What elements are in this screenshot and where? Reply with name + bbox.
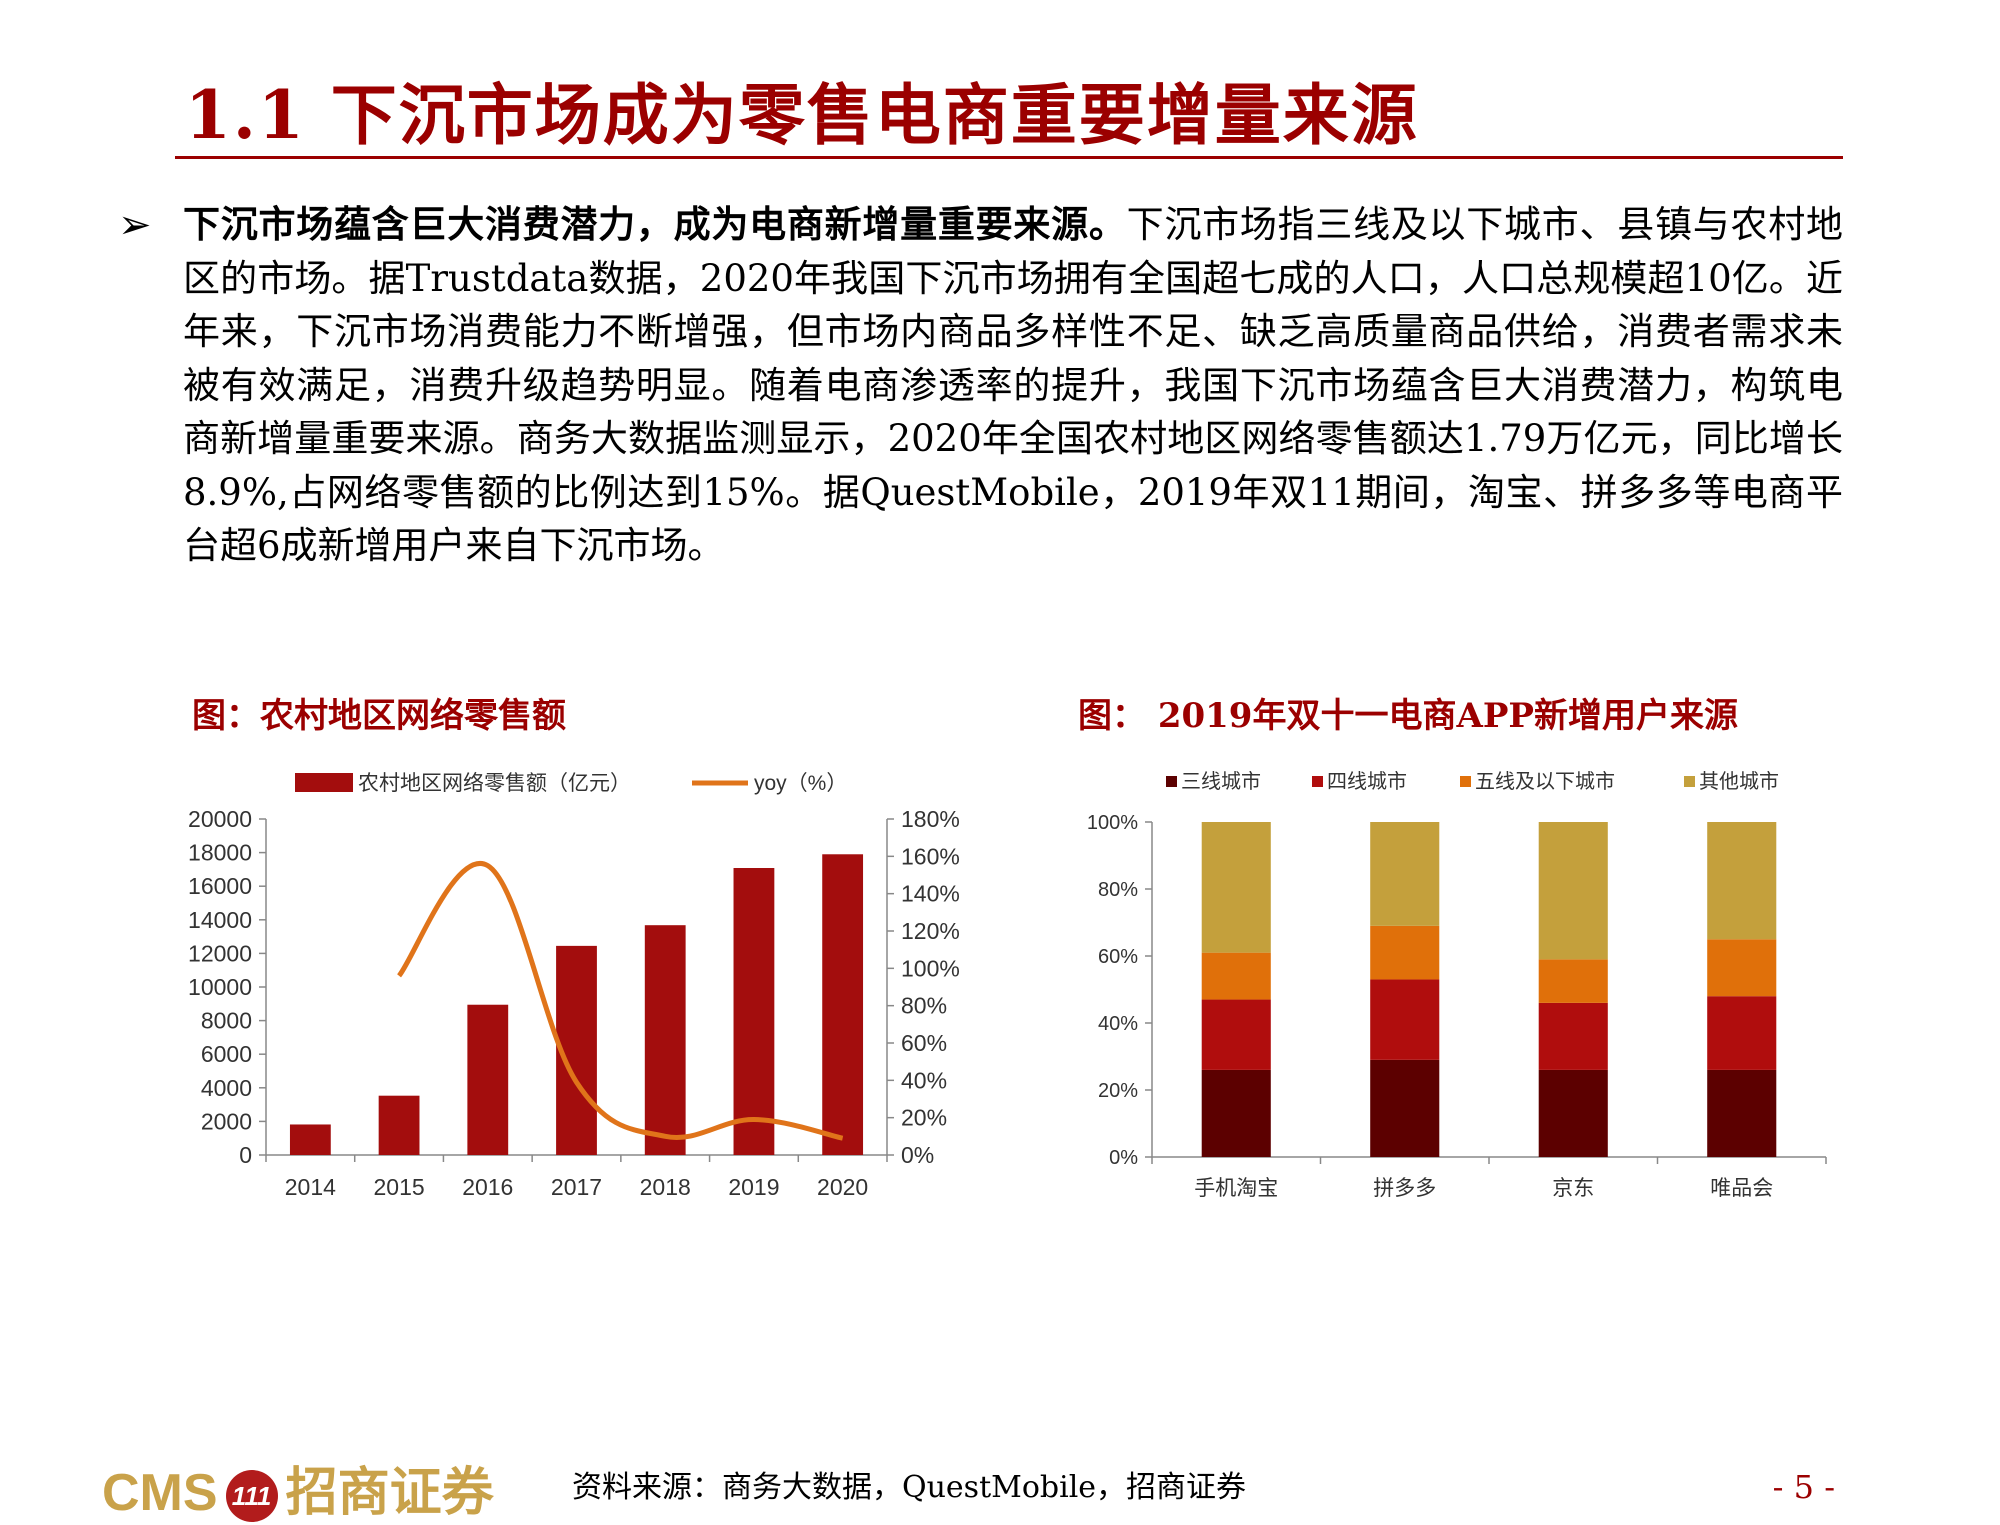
- left-tick-label: 16000: [188, 873, 252, 899]
- left-tick-label: 6000: [201, 1041, 252, 1067]
- paragraph-text: 下沉市场指三线及以下城市、县镇与农村地区的市场。据Trustdata数据，202…: [183, 203, 1844, 567]
- legend-label: 其他城市: [1699, 770, 1779, 793]
- legend-swatch: [1166, 776, 1177, 787]
- segment-京东-其他城市: [1538, 822, 1608, 960]
- right-tick-label: 180%: [901, 806, 960, 832]
- left-tick-label: 8000: [201, 1008, 252, 1034]
- segment-手机淘宝-四线城市: [1201, 999, 1271, 1070]
- bar-2018: [644, 925, 686, 1155]
- double11-user-source-chart: 0% 20% 40% 60% 80% 100% 手机淘宝 拼多多 京东 唯品会 三线城市 四线城市 五线…: [1087, 770, 1827, 1200]
- segment-京东-三线城市: [1538, 1069, 1608, 1157]
- legend-label-line: yoy（%）: [754, 772, 847, 795]
- x-tick-label: 2016: [462, 1174, 513, 1200]
- y-tick-label: 40%: [1098, 1013, 1138, 1035]
- bar-2019: [733, 868, 775, 1155]
- legend-label: 三线城市: [1181, 770, 1261, 793]
- y-tick-label: 0%: [1109, 1147, 1138, 1169]
- segment-拼多多-三线城市: [1370, 1059, 1440, 1157]
- left-tick-label: 0: [239, 1142, 252, 1168]
- legend-swatch: [1312, 776, 1323, 787]
- page-title: 1.1 下沉市场成为零售电商重要增量来源: [185, 76, 1419, 154]
- legend-swatch-bar: [295, 773, 353, 792]
- left-tick-label: 2000: [201, 1108, 252, 1134]
- bar-2015: [378, 1095, 420, 1155]
- paragraph-lead: 下沉市场蕴含巨大消费潜力，成为电商新增量重要来源。: [183, 202, 1127, 246]
- x-tick-label: 2019: [728, 1174, 779, 1200]
- left-tick-label: 4000: [201, 1075, 252, 1101]
- rural-online-retail-chart: 0 2000 4000 6000 8000 10000 12000 14000 16000 180…: [188, 772, 960, 1200]
- legend-swatch: [1460, 776, 1471, 787]
- segment-唯品会-五线及以下城市: [1707, 939, 1777, 997]
- body-paragraph: 下沉市场蕴含巨大消费潜力，成为电商新增量重要来源。下沉市场指三线及以下城市、县镇…: [183, 198, 1843, 573]
- title-divider: [175, 156, 1843, 159]
- x-tick-label: 2017: [551, 1174, 602, 1200]
- left-tick-label: 18000: [188, 840, 252, 866]
- right-tick-label: 20%: [901, 1105, 947, 1131]
- logo-cn-text: 招商证券: [285, 1462, 494, 1523]
- logo-badge-icon: 111: [225, 1470, 278, 1523]
- segment-唯品会-其他城市: [1707, 822, 1777, 940]
- bar-2016: [467, 1004, 509, 1155]
- x-tick-label: 2020: [817, 1174, 868, 1200]
- x-tick-label: 2014: [285, 1174, 336, 1200]
- segment-手机淘宝-其他城市: [1201, 822, 1271, 953]
- page-number: - 5 -: [1772, 1468, 1835, 1506]
- right-tick-label: 40%: [901, 1067, 947, 1093]
- segment-拼多多-其他城市: [1370, 822, 1440, 926]
- cms-logo: CMS 111 招商证券: [102, 1450, 494, 1525]
- left-tick-label: 14000: [188, 907, 252, 933]
- x-tick-label: 2018: [640, 1174, 691, 1200]
- x-tick-label: 手机淘宝: [1194, 1177, 1278, 1200]
- source-note: 资料来源：商务大数据，QuestMobile，招商证券: [572, 1470, 1247, 1505]
- right-tick-label: 60%: [901, 1030, 947, 1056]
- right-tick-label: 120%: [901, 918, 960, 944]
- segment-拼多多-四线城市: [1370, 979, 1440, 1060]
- segment-手机淘宝-五线及以下城市: [1201, 952, 1271, 1000]
- legend-swatch: [1684, 776, 1695, 787]
- segment-唯品会-四线城市: [1707, 996, 1777, 1070]
- legend-label: 五线及以下城市: [1475, 770, 1615, 793]
- x-tick-label: 2015: [373, 1174, 424, 1200]
- right-tick-label: 80%: [901, 993, 947, 1019]
- y-tick-label: 20%: [1098, 1080, 1138, 1102]
- right-tick-label: 0%: [901, 1142, 934, 1168]
- legend-label: 四线城市: [1327, 770, 1407, 793]
- segment-手机淘宝-三线城市: [1201, 1069, 1271, 1157]
- segment-拼多多-五线及以下城市: [1370, 925, 1440, 980]
- yoy-line: [397, 860, 844, 1141]
- left-tick-label: 20000: [188, 806, 252, 832]
- figure-1-title: 图：农村地区网络零售额: [192, 696, 566, 736]
- y-tick-label: 60%: [1098, 946, 1138, 968]
- segment-京东-五线及以下城市: [1538, 959, 1608, 1003]
- segment-唯品会-三线城市: [1707, 1069, 1777, 1157]
- right-tick-label: 140%: [901, 881, 960, 907]
- right-tick-label: 160%: [901, 843, 960, 869]
- segment-京东-四线城市: [1538, 1002, 1608, 1070]
- logo-text: CMS: [102, 1464, 218, 1522]
- x-tick-label: 拼多多: [1373, 1177, 1436, 1200]
- y-tick-label: 100%: [1087, 812, 1138, 834]
- legend-label-bar: 农村地区网络零售额（亿元）: [358, 772, 631, 795]
- x-tick-label: 唯品会: [1710, 1177, 1773, 1200]
- x-tick-label: 京东: [1552, 1177, 1594, 1200]
- bar-2014: [289, 1124, 331, 1155]
- left-tick-label: 10000: [188, 974, 252, 1000]
- bullet-arrow-icon: ➢: [118, 202, 152, 248]
- figure-2-title: 图： 2019年双十一电商APP新增用户来源: [1078, 696, 1738, 736]
- right-tick-label: 100%: [901, 955, 960, 981]
- bar-2020: [822, 854, 864, 1155]
- left-tick-label: 12000: [188, 940, 252, 966]
- y-tick-label: 80%: [1098, 879, 1138, 901]
